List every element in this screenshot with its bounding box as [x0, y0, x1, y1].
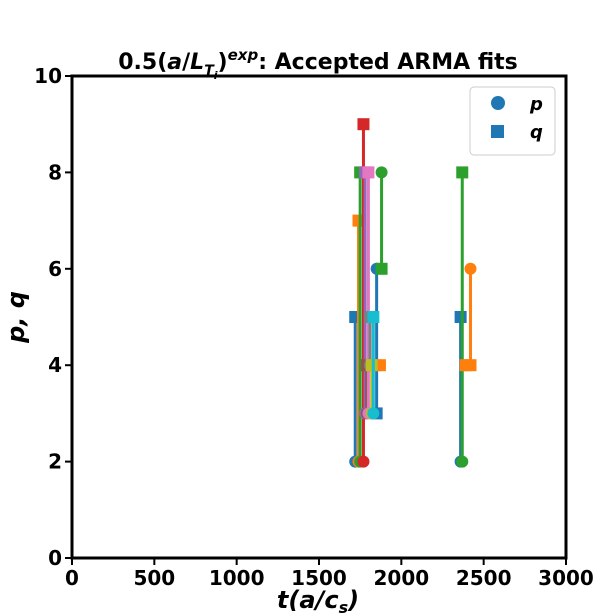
legend-marker-p [491, 96, 505, 110]
q-point [454, 311, 467, 323]
p-point [357, 455, 370, 468]
q-point [362, 166, 375, 179]
legend: p q [469, 86, 556, 156]
p-point [367, 407, 380, 420]
y-tick-label: 4 [48, 353, 62, 377]
plot-frame [70, 74, 568, 560]
x-tick-label: 1000 [209, 566, 265, 590]
p-point [456, 455, 469, 468]
y-tick-label: 8 [48, 160, 62, 184]
x-axis-label: t(a/cs) [277, 586, 359, 614]
y-tick-label: 10 [34, 64, 62, 88]
q-point [375, 262, 388, 275]
x-tick-label: 1500 [291, 566, 347, 590]
x-tick-label: 500 [133, 566, 175, 590]
q-point [456, 166, 469, 179]
y-tick-label: 0 [48, 546, 62, 570]
x-tick-label: 2500 [456, 566, 512, 590]
q-point [365, 359, 378, 372]
x-tick-label: 0 [65, 566, 79, 590]
legend-label-p: p [529, 94, 543, 115]
q-point [464, 359, 477, 372]
y-tick-label: 6 [48, 257, 62, 281]
legend-label-q: q [530, 122, 543, 143]
y-tick-label: 2 [48, 450, 62, 474]
x-tick-label: 2000 [373, 566, 429, 590]
y-axis-label: p, q [2, 291, 30, 344]
p-point [375, 166, 388, 179]
plot-area [349, 118, 477, 468]
axis-ticks: 0 500 1000 1500 2000 2500 3000 0 2 4 6 8 10 [34, 64, 594, 590]
chart-title: 0.5(a/LTi)exp: Accepted ARMA fits [118, 46, 518, 82]
p-point [464, 262, 477, 275]
q-point [367, 311, 380, 323]
legend-marker-q [491, 125, 504, 138]
q-point [357, 118, 370, 131]
x-tick-label: 3000 [538, 566, 594, 590]
